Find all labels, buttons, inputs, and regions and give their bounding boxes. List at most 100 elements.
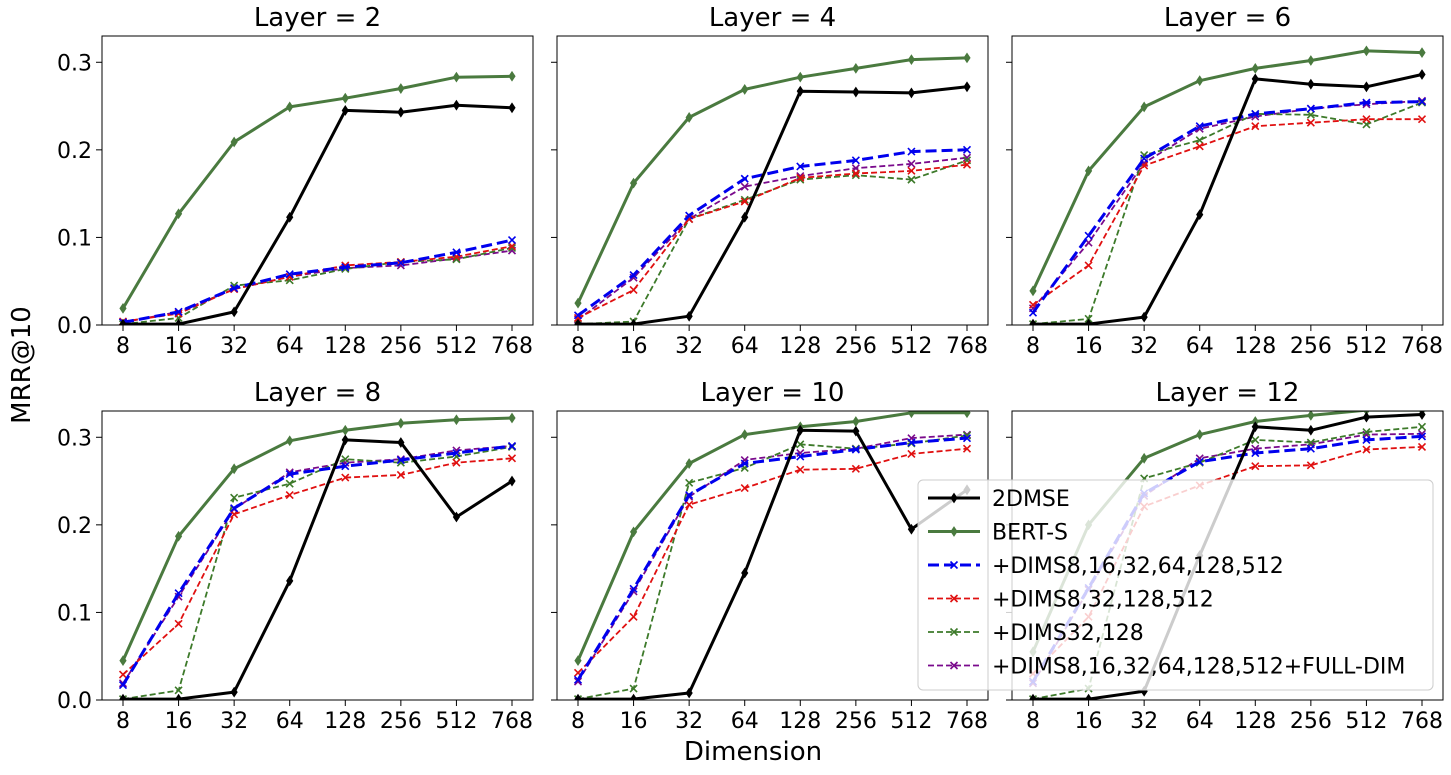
data-point <box>796 465 805 474</box>
x-tick-label: 512 <box>890 334 932 359</box>
x-tick-label: 256 <box>380 709 422 734</box>
data-point <box>119 693 127 700</box>
data-point <box>1417 115 1427 124</box>
data-point <box>1084 231 1093 240</box>
data-point <box>796 162 805 171</box>
series-bert-s <box>119 412 516 666</box>
legend-entry: 2DMSE <box>928 487 1070 512</box>
x-tick-label: 32 <box>220 709 248 734</box>
x-tick-label: 512 <box>435 334 477 359</box>
series-2dmse <box>1029 69 1426 325</box>
data-point <box>962 153 972 162</box>
series-dims8-32-128-512 <box>118 454 517 679</box>
data-point <box>1195 122 1204 131</box>
data-point <box>907 54 916 66</box>
series-dims8-16-32-64-128-512 <box>573 434 972 684</box>
data-point <box>341 92 349 104</box>
series-line <box>122 457 513 676</box>
y-tick-label: 0.0 <box>57 689 92 714</box>
x-tick-label: 768 <box>491 709 533 734</box>
x-tick-label: 128 <box>324 334 366 359</box>
data-point <box>851 169 860 178</box>
subplot-title: Layer = 6 <box>1164 3 1291 33</box>
data-point <box>1196 209 1204 221</box>
data-point <box>907 449 916 458</box>
data-point <box>230 136 238 148</box>
series-bert-s <box>574 411 971 666</box>
data-point <box>452 448 461 458</box>
data-point <box>1306 118 1315 127</box>
data-point <box>1417 422 1427 431</box>
data-point <box>1306 444 1315 453</box>
data-point <box>907 175 916 184</box>
data-point <box>397 437 405 448</box>
x-tick-label: 16 <box>1075 709 1103 734</box>
data-point <box>174 686 183 695</box>
data-point <box>1307 55 1315 66</box>
y-tick-label: 0.3 <box>57 426 92 451</box>
data-point <box>851 464 860 473</box>
data-point <box>119 655 127 666</box>
data-point <box>508 102 516 114</box>
series-line <box>123 103 513 325</box>
series-bert-s <box>574 52 971 309</box>
data-point <box>1195 457 1204 466</box>
data-point <box>286 435 294 447</box>
series-group <box>118 412 517 700</box>
data-point <box>286 101 294 113</box>
x-tick-label: 256 <box>835 334 877 359</box>
data-point <box>1417 432 1427 441</box>
data-point <box>1029 318 1037 325</box>
legend-entry: +DIMS8,16,32,64,128,512+FULL-DIM <box>928 655 1405 680</box>
data-point <box>629 612 638 621</box>
data-point <box>962 444 972 453</box>
x-tick-label: 64 <box>1186 334 1214 359</box>
series-dims8-16-32-64-128-512-full-dim <box>118 441 517 688</box>
series-group <box>573 411 972 700</box>
data-point <box>1084 261 1093 270</box>
legend-marker <box>949 627 959 637</box>
series-line <box>1031 100 1423 314</box>
data-point <box>1251 448 1260 458</box>
data-point <box>1195 142 1204 151</box>
x-tick-label: 16 <box>620 334 648 359</box>
data-point <box>285 270 294 279</box>
data-point <box>740 182 749 191</box>
data-point <box>397 83 405 94</box>
data-point <box>286 575 294 587</box>
data-point <box>1251 109 1260 119</box>
data-point <box>1195 136 1204 145</box>
data-point <box>285 479 294 488</box>
x-tick-label: 768 <box>946 709 988 734</box>
data-point <box>573 311 583 320</box>
data-point <box>629 177 638 189</box>
data-point <box>685 310 693 322</box>
data-point <box>174 208 183 220</box>
data-point <box>341 473 350 482</box>
data-point <box>1418 47 1426 59</box>
data-point <box>907 166 916 175</box>
data-point <box>341 434 349 446</box>
data-point <box>629 526 638 538</box>
data-point <box>286 211 294 223</box>
data-point <box>907 438 916 447</box>
x-tick-label: 256 <box>1290 334 1332 359</box>
y-tick-label: 0.2 <box>57 139 92 164</box>
x-tick-label: 768 <box>491 334 533 359</box>
data-point <box>796 71 804 83</box>
data-point <box>1196 75 1204 87</box>
data-point <box>962 434 972 443</box>
data-point <box>230 463 238 475</box>
y-tick-label: 0.3 <box>57 51 92 76</box>
x-tick-label: 512 <box>890 709 932 734</box>
x-tick-label: 32 <box>675 334 703 359</box>
legend-marker <box>949 661 959 670</box>
data-point <box>1307 424 1315 436</box>
plot-frame <box>101 35 534 326</box>
y-axis-label: MRR@10 <box>7 306 37 424</box>
data-point <box>507 235 517 245</box>
data-point <box>230 284 239 293</box>
data-point <box>1362 411 1371 423</box>
data-point <box>796 85 804 97</box>
series-line <box>122 238 513 324</box>
